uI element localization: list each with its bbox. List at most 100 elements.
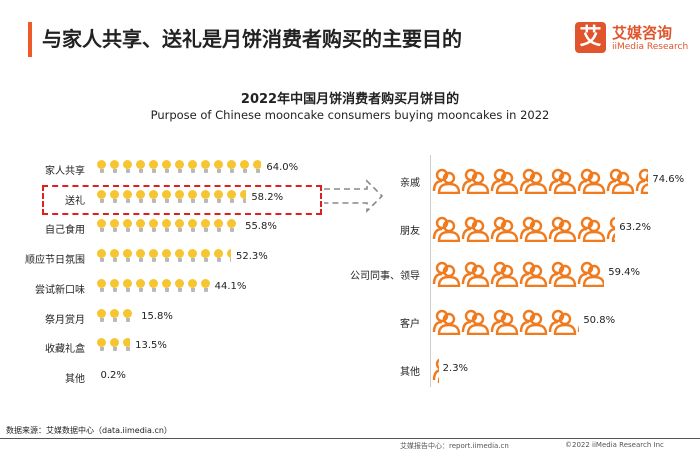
people-icon — [519, 307, 548, 335]
lightbulb-icon — [95, 189, 108, 205]
people-icon — [461, 214, 490, 242]
lightbulb-icon — [173, 159, 186, 175]
people-bar — [432, 355, 439, 383]
people-icon — [548, 259, 577, 287]
lightbulb-icon — [95, 337, 108, 353]
people-icon — [432, 259, 461, 287]
lightbulb-icon — [134, 248, 147, 264]
lightbulb-icon — [121, 159, 134, 175]
chart-title: 2022年中国月饼消费者购买月饼目的 — [240, 92, 460, 107]
people-icon — [461, 166, 490, 194]
people-icon — [635, 166, 649, 194]
lightbulb-icon — [225, 248, 231, 264]
lightbulb-icon — [212, 159, 225, 175]
lightbulb-icon — [95, 218, 108, 234]
category-label: 送礼 — [65, 195, 85, 207]
value-label: 52.3% — [235, 251, 268, 263]
lightbulb-icon — [121, 278, 134, 294]
lightbulb-icon — [147, 189, 160, 205]
page-title: 与家人共享、送礼是月饼消费者购买的主要目的 — [42, 27, 462, 51]
people-icon — [432, 214, 461, 242]
lightbulb-icon — [108, 159, 121, 175]
lightbulb-icon — [225, 159, 238, 175]
value-label: 64.0% — [266, 162, 299, 173]
value-label: 0.2% — [100, 369, 126, 381]
category-label: 朋友 — [400, 226, 420, 237]
lightbulb-icon — [147, 218, 160, 234]
value-label: 55.8% — [245, 221, 277, 233]
category-label: 自己食用 — [45, 225, 85, 237]
lightbulb-icon — [108, 248, 121, 264]
lightbulb-icon — [134, 278, 147, 294]
people-icon — [432, 355, 439, 383]
lightbulb-icon — [160, 159, 173, 175]
category-label: 其他 — [400, 367, 420, 378]
lightbulb-icon — [238, 159, 251, 175]
lightbulb-icon — [212, 218, 225, 234]
lightbulb-icon — [160, 278, 173, 294]
category-label: 顺应节日氛围 — [25, 255, 85, 267]
category-label: 祭月赏月 — [45, 314, 85, 326]
lightbulb-icon — [199, 159, 212, 175]
lightbulb-icon — [121, 337, 131, 353]
lightbulb-icon — [134, 189, 147, 205]
logo-cn: 艾媒咨询 — [612, 24, 673, 42]
category-label: 收藏礼盒 — [45, 344, 85, 356]
people-bar — [432, 307, 580, 335]
lightbulb-icon — [108, 218, 121, 234]
lightbulb-icon — [199, 218, 212, 234]
bulb-bar — [95, 308, 137, 324]
people-icon — [490, 214, 519, 242]
people-icon — [606, 166, 635, 194]
lightbulb-icon — [147, 159, 160, 175]
people-icon — [519, 214, 548, 242]
bulb-bar — [95, 218, 241, 234]
lightbulb-icon — [108, 337, 121, 353]
lightbulb-icon — [225, 218, 238, 234]
category-label: 尝试新口味 — [35, 284, 85, 296]
value-label: 63.2% — [619, 222, 652, 233]
data-source: 数据来源：艾媒数据中心（data.iimedia.cn） — [6, 426, 172, 435]
people-icon — [548, 214, 577, 242]
people-icon — [577, 259, 605, 287]
lightbulb-icon — [186, 278, 199, 294]
people-icon — [461, 259, 490, 287]
axis-line — [430, 155, 431, 387]
lightbulb-icon — [186, 189, 199, 205]
category-label: 公司同事、领导 — [350, 271, 420, 282]
copyright: ©2022 iiMedia Research Inc — [565, 441, 664, 449]
lightbulb-icon — [108, 278, 121, 294]
lightbulb-icon — [173, 248, 186, 264]
category-label: 家人共享 — [45, 166, 85, 177]
people-icon — [606, 214, 616, 242]
lightbulb-icon — [108, 308, 121, 324]
lightbulb-icon — [199, 278, 210, 294]
category-label: 客户 — [400, 319, 420, 330]
lightbulb-icon — [108, 189, 121, 205]
lightbulb-icon — [238, 218, 241, 234]
lightbulb-icon — [225, 189, 238, 205]
lightbulb-icon — [95, 278, 108, 294]
bulb-bar — [95, 367, 96, 383]
value-label: 13.5% — [135, 340, 167, 352]
value-label: 2.3% — [442, 363, 469, 374]
lightbulb-icon — [121, 248, 134, 264]
lightbulb-icon — [134, 218, 147, 234]
lightbulb-icon — [173, 218, 186, 234]
lightbulb-icon — [212, 189, 225, 205]
people-icon — [548, 166, 577, 194]
lightbulb-icon — [95, 308, 108, 324]
lightbulb-icon — [212, 248, 225, 264]
report-link[interactable]: 艾媒报告中心：report.iimedia.cn — [400, 442, 509, 450]
lightbulb-icon — [134, 308, 137, 324]
people-icon — [461, 307, 490, 335]
bulb-bar — [95, 248, 231, 264]
value-label: 74.6% — [652, 174, 685, 185]
lightbulb-icon — [186, 248, 199, 264]
value-label: 59.4% — [608, 267, 641, 278]
lightbulb-icon — [186, 218, 199, 234]
title-accent-bar — [28, 22, 32, 57]
people-icon — [432, 307, 461, 335]
people-icon — [519, 166, 548, 194]
lightbulb-icon — [95, 159, 108, 175]
